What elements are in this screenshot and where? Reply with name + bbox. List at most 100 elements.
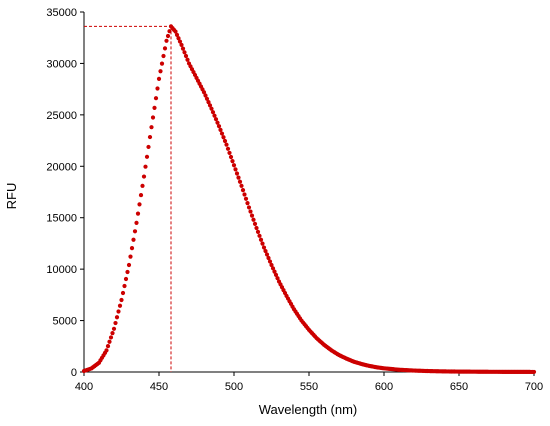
data-point — [255, 229, 261, 235]
data-point — [224, 142, 229, 147]
data-point — [230, 159, 235, 164]
data-point — [234, 171, 240, 176]
data-point — [275, 276, 280, 281]
data-point — [137, 202, 142, 207]
data-points — [81, 24, 537, 375]
y-tick-label: 10000 — [46, 264, 77, 276]
data-point — [261, 245, 267, 250]
data-point — [149, 125, 154, 130]
y-axis-title: RFU — [4, 183, 19, 210]
data-point — [141, 174, 147, 179]
data-point — [156, 76, 162, 81]
data-point — [117, 303, 123, 308]
data-point — [123, 276, 129, 282]
y-tick-label: 30000 — [46, 58, 77, 70]
y-tick-label: 5000 — [53, 316, 77, 328]
data-point — [219, 131, 225, 136]
data-point — [144, 154, 150, 159]
data-point — [162, 46, 168, 51]
x-tick-label: 600 — [375, 381, 393, 393]
data-point — [138, 192, 144, 198]
data-point — [182, 50, 187, 55]
data-point — [218, 127, 223, 132]
data-point — [266, 255, 271, 261]
data-point — [173, 29, 178, 34]
data-point — [215, 120, 220, 125]
data-point — [228, 154, 234, 160]
data-point — [269, 262, 274, 268]
data-point — [107, 339, 112, 344]
data-point — [111, 326, 117, 331]
data-point — [135, 211, 141, 216]
data-point — [131, 237, 136, 242]
data-point — [249, 213, 255, 218]
data-point — [209, 106, 214, 111]
data-point — [174, 32, 180, 37]
data-point — [263, 248, 268, 254]
data-point — [237, 179, 243, 184]
data-point — [164, 38, 169, 43]
data-point — [221, 135, 226, 140]
data-point — [128, 254, 133, 259]
x-tick-label: 500 — [225, 381, 243, 393]
data-point — [150, 115, 156, 120]
peak-guides — [84, 25, 172, 372]
x-tick-label: 650 — [450, 381, 468, 393]
data-point — [110, 331, 115, 336]
data-point — [240, 188, 246, 193]
x-tick-label: 550 — [300, 381, 318, 393]
data-point — [225, 146, 231, 151]
data-point — [125, 269, 130, 275]
data-point — [146, 144, 151, 150]
data-point — [134, 220, 139, 225]
data-point — [212, 113, 217, 118]
y-tick-label: 20000 — [46, 161, 77, 173]
data-point — [147, 134, 153, 140]
data-point — [155, 86, 160, 91]
data-point — [119, 297, 124, 303]
data-point — [236, 175, 241, 180]
data-point — [258, 237, 264, 242]
data-point — [243, 196, 249, 201]
data-point — [242, 192, 247, 197]
data-point — [105, 343, 111, 349]
x-tick-label: 400 — [75, 381, 93, 393]
x-tick-label: 450 — [150, 381, 168, 393]
data-point — [273, 272, 279, 278]
data-point — [129, 246, 135, 251]
data-point — [153, 96, 159, 101]
data-point — [152, 105, 157, 110]
data-point — [113, 320, 118, 326]
data-point — [252, 221, 258, 226]
data-point — [114, 315, 120, 320]
data-point — [254, 225, 259, 231]
data-point — [231, 163, 237, 168]
data-point — [267, 259, 273, 264]
y-tick-label: 25000 — [46, 110, 77, 122]
data-point — [203, 93, 208, 98]
data-point — [158, 69, 163, 74]
y-tick-label: 15000 — [46, 213, 77, 225]
data-point — [227, 150, 232, 156]
data-point — [204, 96, 210, 101]
data-point — [159, 61, 165, 66]
axes — [80, 11, 535, 376]
data-point — [239, 183, 244, 188]
data-point — [122, 283, 127, 289]
data-point — [248, 209, 253, 214]
y-tick-label: 0 — [71, 367, 77, 379]
data-point — [251, 217, 256, 222]
data-point — [233, 167, 238, 172]
data-point — [180, 46, 186, 51]
data-point — [183, 53, 189, 59]
x-axis-title: Wavelength (nm) — [259, 402, 358, 417]
data-point — [264, 252, 270, 257]
data-point — [213, 117, 219, 122]
data-point — [177, 39, 183, 44]
y-tick-label: 35000 — [46, 7, 77, 19]
data-point — [531, 369, 537, 375]
data-point — [185, 57, 190, 62]
data-point — [161, 53, 166, 59]
